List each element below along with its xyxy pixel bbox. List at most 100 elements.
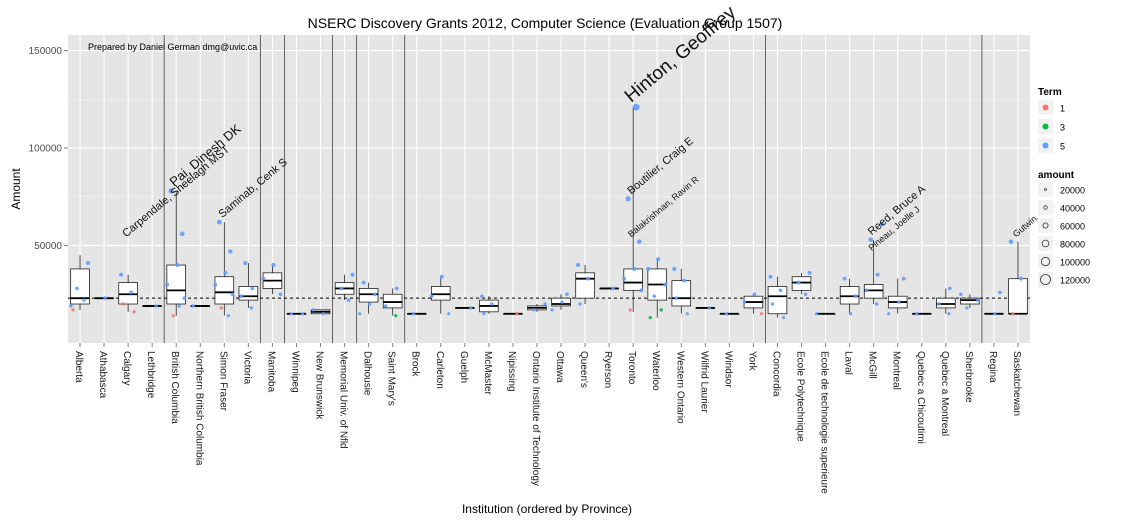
- data-point: [896, 300, 901, 304]
- data-point: [119, 272, 124, 277]
- data-point: [875, 272, 880, 277]
- data-point: [663, 282, 668, 287]
- x-tick-label: Simon Fraser: [217, 351, 228, 412]
- box-31: [791, 272, 812, 295]
- data-point: [611, 286, 615, 291]
- box-15: [406, 312, 427, 315]
- data-point: [394, 286, 399, 291]
- data-point: [1011, 312, 1015, 316]
- data-point: [842, 276, 847, 281]
- data-point: [213, 282, 218, 287]
- data-point: [648, 316, 652, 320]
- x-tick-label: Dalhousie: [362, 351, 373, 396]
- data-point: [216, 219, 222, 225]
- data-point: [768, 274, 773, 279]
- box-28: [719, 312, 740, 315]
- x-tick-label: McMaster: [482, 351, 493, 396]
- x-tick-label: Toronto: [626, 351, 637, 385]
- box-body: [623, 268, 643, 291]
- legend-amount-key: [1038, 236, 1053, 251]
- legend-amount-key: [1038, 200, 1053, 215]
- data-point: [289, 312, 294, 316]
- box-body: [358, 288, 379, 303]
- data-point: [321, 312, 326, 316]
- data-point: [770, 302, 775, 306]
- legend-term-label: 5: [1060, 142, 1065, 152]
- gridlines: [68, 35, 1030, 343]
- data-point: [515, 312, 519, 316]
- data-point: [311, 308, 316, 312]
- data-point: [622, 276, 627, 281]
- legend-amount-key: [1038, 182, 1053, 197]
- x-axis: Alberta Athabasca Calgary Lethbridge British…: [73, 343, 1022, 494]
- data-point: [85, 261, 91, 266]
- y-axis-label: Amount: [9, 168, 23, 210]
- x-tick-label: Ontario Institute of Technology: [530, 351, 541, 486]
- data-point: [357, 312, 362, 316]
- data-point: [724, 312, 728, 316]
- x-tick-label: Victoria: [241, 351, 252, 385]
- data-point: [367, 302, 372, 306]
- box-16: [430, 276, 451, 314]
- data-point: [177, 304, 181, 308]
- data-point: [182, 296, 187, 300]
- legend-amount-label: 60000: [1060, 222, 1085, 232]
- data-point: [976, 298, 980, 302]
- box-body: [1008, 278, 1028, 315]
- x-tick-label: Sherbrooke: [963, 351, 974, 403]
- x-tick-label: Ecole de technologie superieure: [819, 351, 830, 494]
- box-5: [166, 190, 187, 316]
- data-point: [646, 266, 651, 271]
- data-point: [300, 312, 305, 316]
- data-point: [853, 294, 858, 298]
- legend-amount-key: [1038, 254, 1053, 269]
- data-point: [543, 302, 547, 306]
- box-1: [70, 255, 90, 310]
- legend-amount-entries: 20000 40000 60000 80000 100000 120000: [1038, 182, 1090, 287]
- data-point: [915, 312, 919, 316]
- box-body: [767, 286, 788, 315]
- box-40: [1008, 241, 1028, 315]
- legend-amount-key: [1038, 218, 1053, 233]
- x-tick-label: Queen's: [578, 351, 589, 388]
- data-point: [803, 292, 808, 297]
- data-point: [656, 257, 661, 262]
- x-tick-label: Montreal: [891, 351, 902, 390]
- x-tick-label: Quebec a Montreal: [939, 351, 950, 436]
- x-tick-label: New Brunswick: [314, 351, 325, 420]
- y-tick-label: 150000: [29, 46, 63, 57]
- legend-term-swatch: [1042, 104, 1049, 111]
- x-axis-label: Institution (ordered by Province): [462, 502, 632, 516]
- data-point: [947, 286, 952, 291]
- data-point: [219, 306, 223, 310]
- box-body: [238, 286, 259, 301]
- data-point: [632, 103, 640, 111]
- x-tick-label: Carleton: [434, 351, 445, 389]
- data-point: [1019, 276, 1023, 281]
- data-point: [625, 196, 631, 202]
- box-24: [623, 107, 643, 312]
- x-tick-label: Windsor: [722, 351, 733, 388]
- box-body: [791, 276, 812, 291]
- box-body: [214, 276, 235, 305]
- legend-term-entries: 1 3 5: [1038, 100, 1065, 153]
- data-point: [165, 282, 170, 287]
- data-point: [586, 276, 591, 281]
- x-tick-label: Saskatchewan: [1011, 351, 1022, 416]
- legend-amount-swatch: [1040, 256, 1051, 267]
- x-tick-label: Alberta: [73, 351, 84, 383]
- x-tick-label: Northern British Columbia: [193, 351, 204, 466]
- data-point: [565, 292, 569, 297]
- data-point: [350, 272, 355, 277]
- data-point: [482, 312, 486, 316]
- box-11: [310, 309, 331, 315]
- data-point: [469, 306, 473, 310]
- data-point: [672, 266, 677, 271]
- data-point: [674, 296, 679, 300]
- data-point: [429, 294, 434, 298]
- x-tick-label: Guelph: [458, 351, 469, 383]
- data-point: [412, 312, 416, 316]
- data-point: [759, 312, 764, 316]
- data-point: [191, 304, 195, 308]
- box-12: [334, 274, 355, 301]
